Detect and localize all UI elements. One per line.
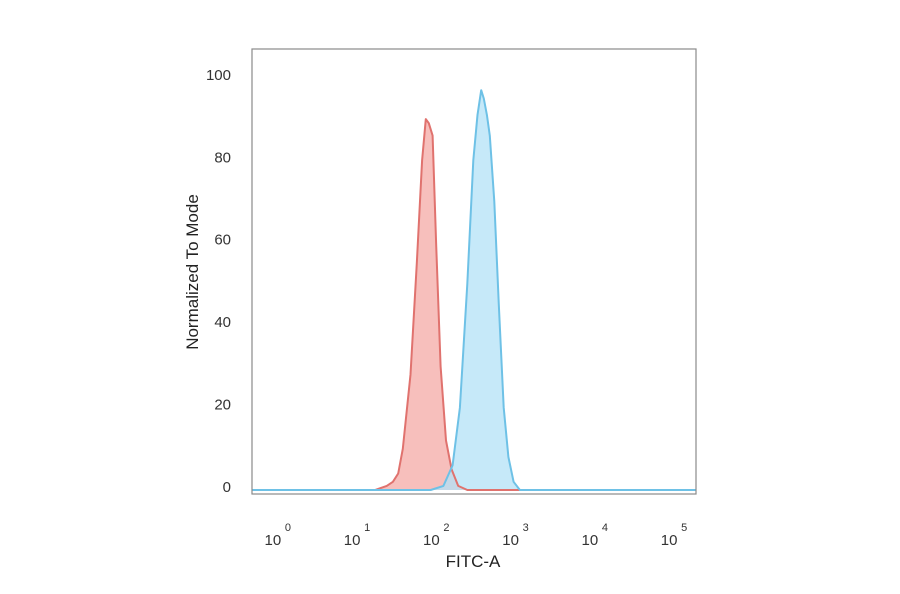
x-tick-exponent: 1	[364, 522, 370, 534]
x-tick-exponent: 2	[443, 522, 449, 534]
plot-frame	[251, 48, 697, 495]
x-tick-exponent: 3	[523, 522, 529, 534]
x-tick-exponent: 4	[602, 522, 608, 534]
y-tick-label: 60	[214, 232, 231, 249]
x-tick-label: 10	[344, 532, 361, 549]
x-tick-label: 10	[502, 532, 519, 549]
y-tick-label: 20	[214, 397, 231, 414]
x-axis-title: FITC-A	[446, 552, 501, 571]
x-tick-exponent: 0	[285, 522, 291, 534]
x-tick-label: 10	[423, 532, 440, 549]
y-axis-ticks: 0 20 40 60 80 100	[206, 67, 231, 496]
x-tick-label: 10	[582, 532, 599, 549]
y-tick-label: 0	[223, 479, 231, 496]
y-tick-label: 40	[214, 314, 231, 331]
series-2-line	[252, 89, 696, 491]
y-axis-title: Normalized To Mode	[183, 194, 202, 350]
y-tick-label: 80	[214, 149, 231, 166]
series-layer	[252, 89, 696, 491]
x-tick-exponent: 5	[681, 522, 687, 534]
x-tick-label: 10	[265, 532, 282, 549]
series-2-area	[252, 90, 696, 490]
x-tick-label: 10	[661, 532, 678, 549]
y-tick-label: 100	[206, 67, 231, 84]
